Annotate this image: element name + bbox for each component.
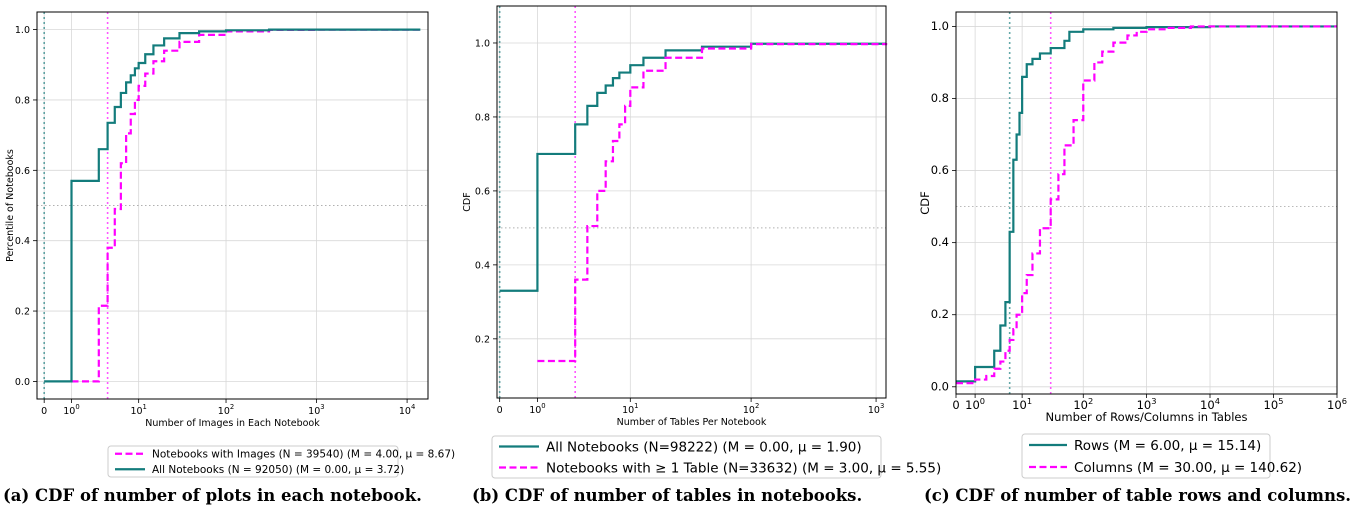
y-tick-label: 1.0 bbox=[15, 25, 30, 36]
series-line bbox=[956, 25, 1337, 383]
y-tick-label: 0.0 bbox=[931, 379, 949, 393]
y-tick-label: 0.2 bbox=[931, 307, 949, 321]
legend-label: Notebooks with Images (N = 39540) (M = 4… bbox=[152, 449, 455, 461]
x-tick-label: 102 bbox=[743, 402, 759, 416]
y-tick-label: 0.4 bbox=[15, 236, 30, 247]
x-tick-label: 101 bbox=[130, 403, 146, 417]
x-tick-label: 103 bbox=[308, 403, 324, 417]
y-tick-label: 0.4 bbox=[475, 260, 490, 271]
y-tick-label: 1.0 bbox=[475, 38, 490, 49]
x-tick-label: 100 bbox=[63, 403, 79, 417]
y-tick-label: 0.8 bbox=[475, 112, 490, 123]
plot-frame bbox=[36, 11, 429, 400]
legend-label: All Notebooks (N = 92050) (M = 0.00, μ =… bbox=[152, 464, 404, 476]
x-tick-label: 0 bbox=[41, 406, 47, 417]
chart-a: 0 100 101 102 103 104 0.0 0.2 0.4 0.6 0.8 1.0 Number… bbox=[5, 11, 455, 478]
chart-c: 0 100 101 102 103 104 105 1060.00.20.40.60.81.0… bbox=[918, 11, 1347, 479]
y-axis-label: CDF bbox=[462, 192, 473, 211]
y-tick-label: 0.6 bbox=[15, 166, 30, 177]
x-tick-label: 102 bbox=[218, 403, 234, 417]
legend-box bbox=[107, 445, 399, 478]
series-line bbox=[956, 25, 1337, 385]
x-tick-label: 0 bbox=[952, 398, 959, 412]
y-axis-label: Percentile of Notebooks bbox=[5, 149, 16, 262]
series-line bbox=[537, 42, 888, 363]
legend-box bbox=[491, 435, 882, 479]
y-tick-label: 0.4 bbox=[931, 235, 949, 249]
legend-label: Rows (M = 6.00, μ = 15.14) bbox=[1074, 438, 1261, 454]
caption-b: (b) CDF of number of tables in notebooks… bbox=[472, 486, 863, 505]
legend-label: Columns (M = 30.00, μ = 140.62) bbox=[1074, 460, 1302, 476]
y-tick-label: 0.0 bbox=[15, 377, 30, 388]
plot-frame bbox=[496, 5, 887, 399]
x-axis-label: Number of Tables Per Notebook bbox=[617, 417, 767, 428]
caption-c: (c) CDF of number of table rows and colu… bbox=[924, 486, 1351, 505]
series-line bbox=[44, 28, 421, 383]
x-tick-label: 0 bbox=[497, 405, 503, 416]
x-axis-label: Number of Images in Each Notebook bbox=[145, 418, 320, 429]
y-tick-label: 1.0 bbox=[931, 19, 949, 33]
y-tick-label: 0.8 bbox=[931, 91, 949, 105]
x-tick-label: 103 bbox=[868, 402, 884, 416]
legend-box bbox=[1021, 433, 1271, 479]
series-line bbox=[499, 42, 888, 292]
y-tick-label: 0.2 bbox=[15, 307, 30, 318]
x-tick-label: 104 bbox=[399, 403, 415, 417]
y-tick-label: 0.6 bbox=[931, 163, 949, 177]
x-tick-label: 105 bbox=[1264, 396, 1284, 412]
x-axis-label: Number of Rows/Columns in Tables bbox=[1046, 410, 1248, 424]
caption-a: (a) CDF of number of plots in each noteb… bbox=[3, 486, 422, 505]
chart-b: 0 100 101 102 103 0.2 0.4 0.6 0.8 1.0 Number of Ta… bbox=[462, 5, 941, 479]
legend-label: All Notebooks (N=98222) (M = 0.00, μ = 1… bbox=[546, 439, 862, 455]
y-axis-label: CDF bbox=[918, 191, 932, 215]
y-tick-label: 0.8 bbox=[15, 95, 30, 106]
y-tick-label: 0.2 bbox=[475, 334, 490, 345]
x-tick-label: 100 bbox=[529, 402, 545, 416]
y-tick-label: 0.6 bbox=[475, 186, 490, 197]
x-tick-label: 101 bbox=[1012, 396, 1032, 412]
legend-label: Notebooks with ≥ 1 Table (N=33632) (M = … bbox=[546, 460, 941, 476]
x-tick-label: 106 bbox=[1327, 396, 1347, 412]
x-tick-label: 100 bbox=[965, 396, 985, 412]
x-tick-label: 101 bbox=[622, 402, 638, 416]
